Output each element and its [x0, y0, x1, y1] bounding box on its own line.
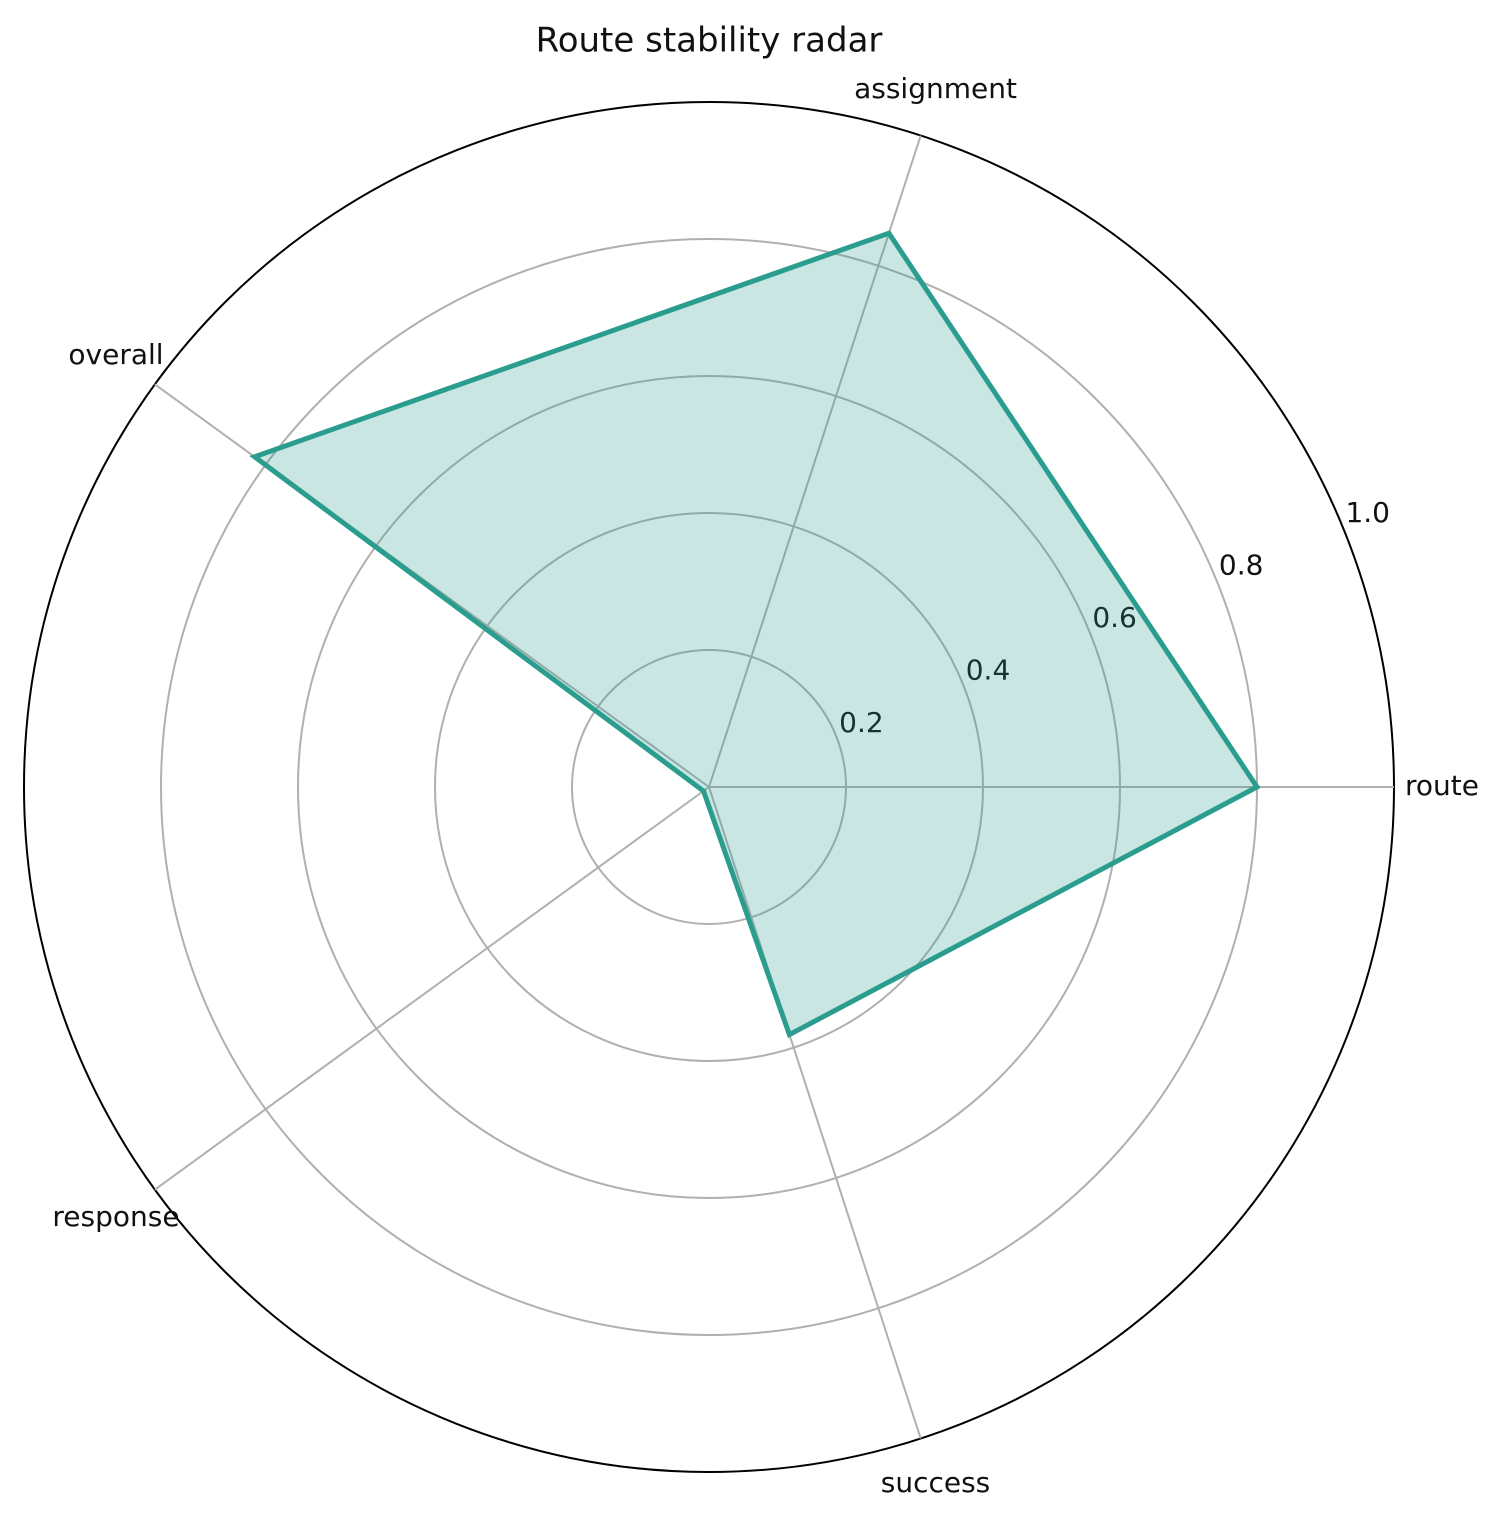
r-tick-label: 0.2	[839, 706, 884, 739]
category-label: route	[1405, 769, 1479, 802]
r-tick-label: 0.6	[1092, 601, 1137, 634]
r-tick-label: 0.4	[966, 653, 1011, 686]
category-label: success	[881, 1466, 991, 1499]
r-tick-label: 0.8	[1219, 549, 1264, 582]
spoke	[708, 786, 922, 1439]
radar-line	[249, 230, 1261, 1039]
chart-title: Route stability radar	[536, 21, 883, 61]
spoke	[154, 383, 710, 788]
r-tick-label: 1.0	[1345, 496, 1390, 529]
spoke	[708, 135, 922, 788]
spoke	[154, 786, 710, 1191]
radar-area	[254, 233, 1258, 1035]
category-label: assignment	[854, 72, 1017, 105]
category-label: overall	[68, 338, 163, 371]
category-label: response	[52, 1200, 179, 1233]
